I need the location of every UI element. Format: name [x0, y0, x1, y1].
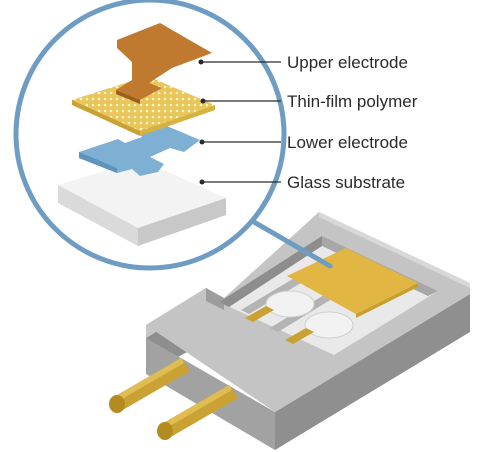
pin-right — [157, 385, 238, 440]
sensor-housing — [146, 212, 470, 450]
label-lower-electrode: Lower electrode — [287, 133, 408, 152]
leader-dot-upper — [198, 59, 204, 65]
label-thin-film-polymer: Thin-film polymer — [287, 92, 418, 111]
thin-film-polymer-layer — [72, 76, 215, 136]
label-glass-substrate: Glass substrate — [287, 173, 406, 192]
sensor-pins — [109, 358, 238, 440]
leader-dot-thin-film — [200, 98, 206, 104]
glass-substrate-layer — [58, 160, 226, 246]
upper-electrode-layer — [116, 23, 212, 104]
pin-left — [109, 358, 190, 413]
lower-electrode-layer — [79, 121, 200, 176]
leader-dot-lower — [199, 139, 205, 145]
leader-lines — [198, 59, 281, 185]
leader-dot-glass — [199, 179, 205, 185]
magnifier-pointer-line — [244, 215, 333, 269]
label-upper-electrode: Upper electrode — [287, 53, 408, 72]
